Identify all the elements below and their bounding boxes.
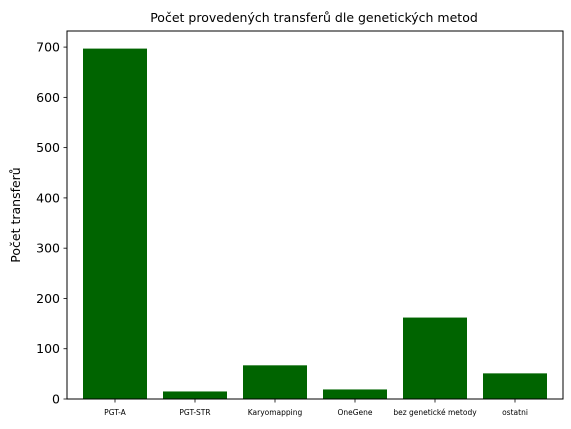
bars-group (83, 48, 547, 399)
bar-pgt-str (163, 391, 227, 399)
chart-title: Počet provedených transferů dle genetick… (150, 10, 478, 25)
y-tick-label: 600 (36, 90, 60, 105)
y-tick-label: 500 (36, 140, 60, 155)
y-axis: 0 100 200 300 400 500 600 700 (36, 40, 67, 407)
bar-karyomapping (243, 365, 307, 399)
y-tick-label: 0 (52, 392, 60, 407)
x-tick-label: Karyomapping (248, 408, 303, 417)
bar-bez-genetické-metody (403, 317, 467, 399)
y-tick-label: 200 (36, 291, 60, 306)
x-tick-label: PGT-A (104, 408, 127, 417)
y-tick-label: 400 (36, 190, 60, 205)
bar-ostatni (483, 373, 547, 399)
y-axis-label: Počet transferů (8, 167, 23, 262)
x-tick-label: PGT-STR (179, 408, 210, 417)
x-axis: PGT-A PGT-STR Karyomapping OneGene bez genet… (104, 399, 528, 417)
x-tick-label: bez genetické metody (393, 408, 477, 417)
y-tick-label: 700 (36, 40, 60, 55)
bar-pgt-a (83, 48, 147, 399)
y-tick-label: 300 (36, 241, 60, 256)
x-tick-label: OneGene (337, 408, 372, 417)
bar-onegene (323, 389, 387, 399)
y-tick-label: 100 (36, 341, 60, 356)
x-tick-label: ostatni (502, 408, 528, 417)
plot-frame (66, 30, 564, 400)
